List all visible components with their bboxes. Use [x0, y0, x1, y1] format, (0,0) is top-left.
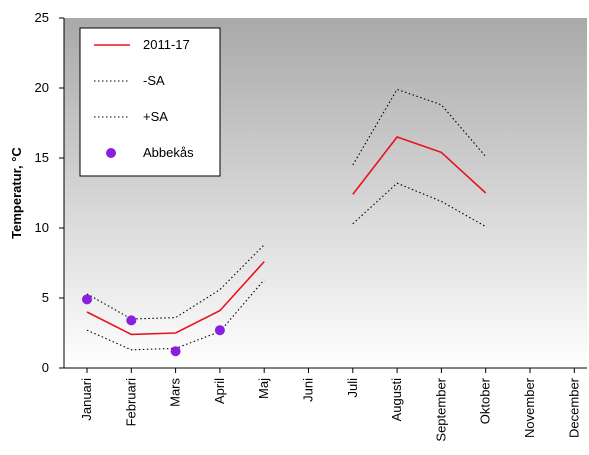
x-tick-label: September: [433, 377, 448, 441]
series-line: [352, 182, 486, 228]
y-tick-label: 25: [35, 10, 49, 25]
legend-label: +SA: [143, 109, 168, 124]
y-tick-label: 0: [42, 360, 49, 375]
legend-label: 2011-17: [143, 37, 190, 52]
legend-swatch: [106, 148, 116, 158]
x-tick-label: Maj: [256, 378, 271, 399]
x-tick-label: Februari: [123, 378, 138, 427]
x-tick-label: Mars: [168, 378, 183, 407]
y-tick-label: 15: [35, 150, 49, 165]
series-line: [86, 244, 265, 320]
legend: 2011-17 -SA +SA Abbekås: [79, 27, 221, 177]
data-point: [126, 315, 137, 326]
y-tick-label: 5: [42, 290, 49, 305]
legend-label: Abbekås: [143, 145, 194, 160]
x-tick-label: Januari: [79, 378, 94, 421]
y-axis-title: Temperatur, °C: [9, 147, 24, 239]
y-tick-label: 10: [35, 220, 49, 235]
data-point: [214, 325, 225, 336]
x-tick-label: Juli: [345, 378, 360, 398]
legend-label: -SA: [143, 73, 165, 88]
x-tick-label: December: [566, 377, 581, 438]
y-tick-label: 20: [35, 80, 49, 95]
x-tick-label: Oktober: [478, 377, 493, 424]
series-line: [86, 261, 265, 336]
x-tick-label: April: [212, 378, 227, 404]
data-point: [82, 294, 92, 305]
x-tick-label: Augusti: [389, 378, 404, 421]
x-tick-label: Juni: [301, 378, 316, 402]
series-line: [352, 136, 487, 195]
data-point: [170, 346, 181, 357]
series-line: [352, 88, 487, 166]
legend-box: [79, 27, 221, 177]
x-tick-label: November: [522, 377, 537, 438]
